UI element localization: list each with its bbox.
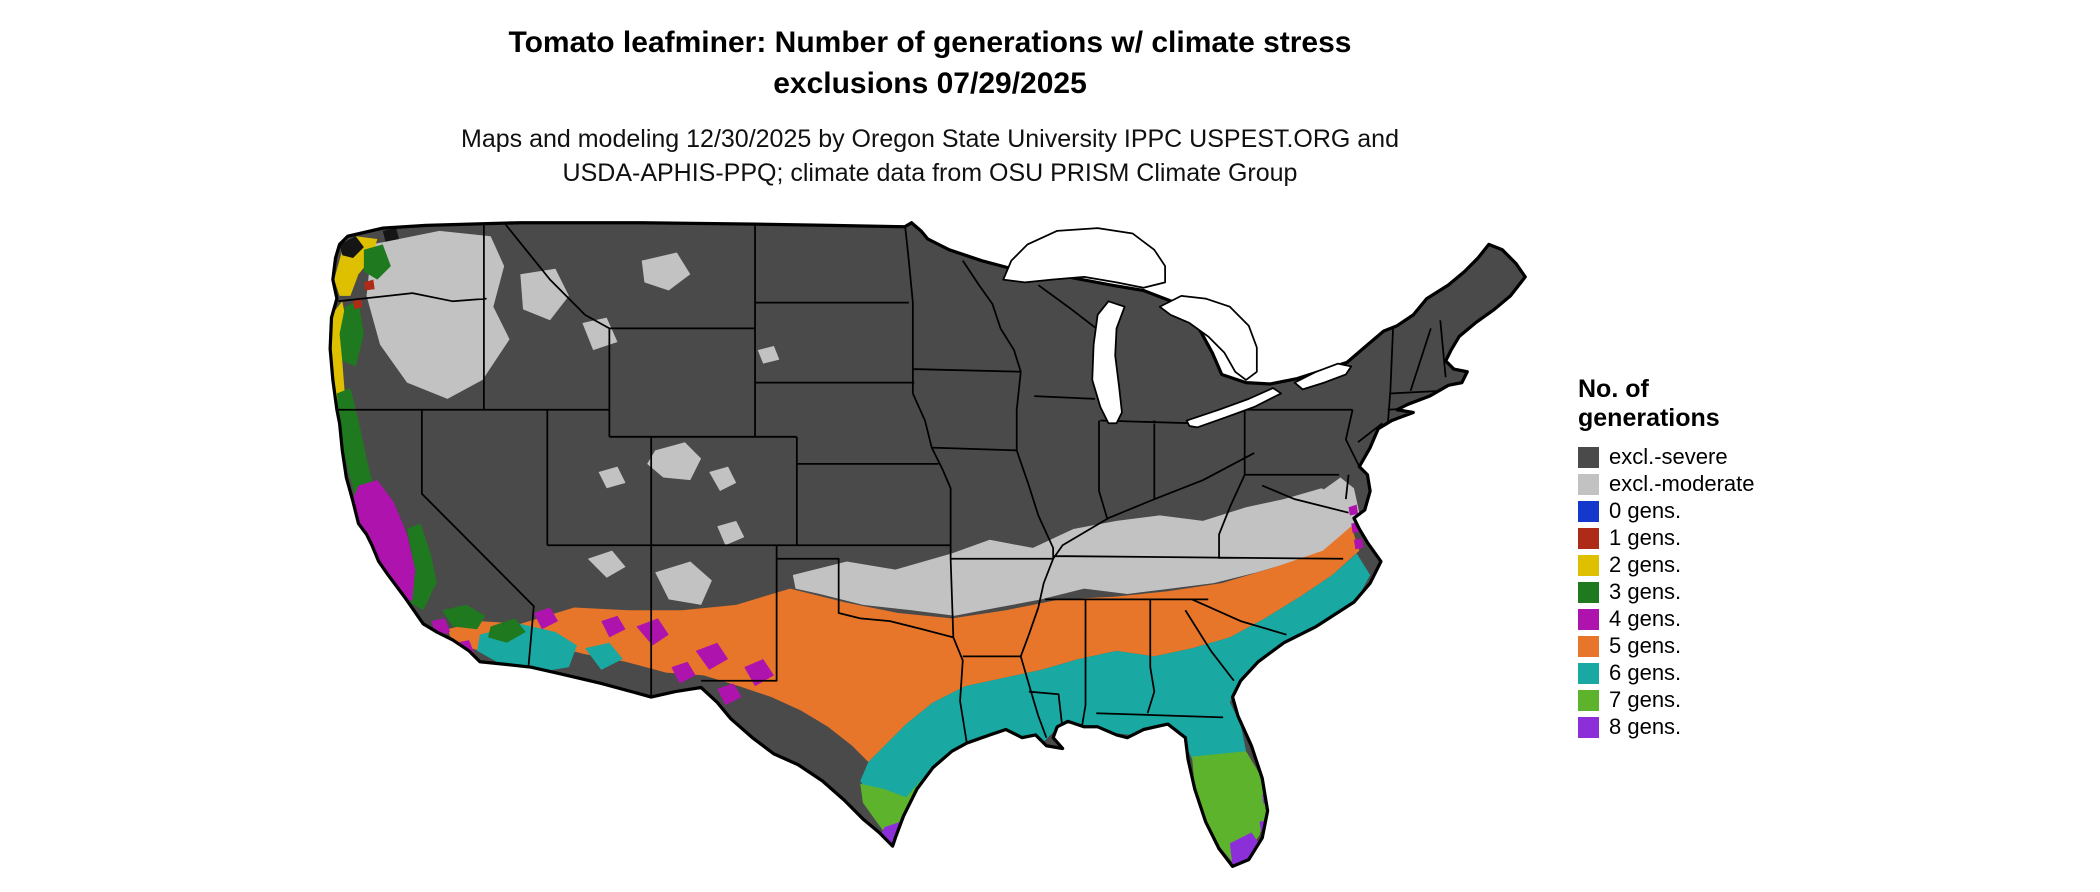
legend-swatch xyxy=(1578,527,1599,549)
legend-label: 1 gens. xyxy=(1609,525,1682,550)
legend-title-line2: generations xyxy=(1578,404,1720,432)
legend-label: 6 gens. xyxy=(1609,660,1682,685)
legend-swatch xyxy=(1578,500,1599,522)
legend-item: 7 gens. xyxy=(1578,689,1878,711)
legend-swatch xyxy=(1578,689,1599,711)
legend-swatch xyxy=(1578,635,1599,657)
legend-swatch xyxy=(1578,446,1599,468)
legend-label: 7 gens. xyxy=(1609,687,1682,712)
lake-huron xyxy=(1158,295,1258,381)
lake-superior xyxy=(1002,227,1166,289)
legend-item: 1 gens. xyxy=(1578,527,1878,549)
map-subtitle: Maps and modeling 12/30/2025 by Oregon S… xyxy=(0,122,1860,190)
legend-item: excl.-moderate xyxy=(1578,473,1878,495)
legend-label: 5 gens. xyxy=(1609,633,1682,658)
map-title-line1: Tomato leafminer: Number of generations … xyxy=(508,26,1352,59)
legend-item: 4 gens. xyxy=(1578,608,1878,630)
legend-swatch xyxy=(1578,473,1599,495)
legend-label: excl.-severe xyxy=(1609,444,1728,469)
legend-item: 5 gens. xyxy=(1578,635,1878,657)
map-layer-1-gens xyxy=(353,279,375,310)
map-clipped-layers xyxy=(330,222,1526,867)
map-layer-5-gens xyxy=(447,526,1360,763)
legend-title-line1: No. of xyxy=(1578,375,1649,403)
us-map-container xyxy=(318,220,1532,884)
legend-swatch xyxy=(1578,581,1599,603)
legend-label: excl.-moderate xyxy=(1609,471,1755,496)
map-layer-no-data xyxy=(339,228,399,258)
legend: No. of generations excl.-severe excl.-mod… xyxy=(1578,375,1878,738)
legend-item: 8 gens. xyxy=(1578,716,1878,738)
legend-item: 0 gens. xyxy=(1578,500,1878,522)
legend-label: 4 gens. xyxy=(1609,606,1682,631)
lake-michigan xyxy=(1091,300,1126,425)
lake-ontario xyxy=(1293,362,1353,391)
legend-label: 3 gens. xyxy=(1609,579,1682,604)
great-lakes xyxy=(1002,227,1353,429)
legend-item: 3 gens. xyxy=(1578,581,1878,603)
map-title-line2: exclusions 07/29/2025 xyxy=(773,67,1087,100)
map-title: Tomato leafminer: Number of generations … xyxy=(0,22,1860,104)
legend-label: 2 gens. xyxy=(1609,552,1682,577)
legend-swatch xyxy=(1578,554,1599,576)
legend-items: excl.-severe excl.-moderate 0 gens. 1 gens.… xyxy=(1578,446,1878,738)
legend-swatch xyxy=(1578,662,1599,684)
legend-label: 0 gens. xyxy=(1609,498,1682,523)
legend-item: 2 gens. xyxy=(1578,554,1878,576)
lake-erie xyxy=(1185,387,1282,429)
map-subtitle-line1: Maps and modeling 12/30/2025 by Oregon S… xyxy=(461,125,1399,153)
state-borders xyxy=(330,222,1447,744)
legend-swatch xyxy=(1578,716,1599,738)
legend-item: excl.-severe xyxy=(1578,446,1878,468)
legend-label: 8 gens. xyxy=(1609,714,1682,739)
map-layer-excl-moderate xyxy=(366,230,1360,616)
legend-swatch xyxy=(1578,608,1599,630)
us-map xyxy=(328,221,1527,869)
map-subtitle-line2: USDA-APHIS-PPQ; climate data from OSU PR… xyxy=(562,159,1298,187)
legend-item: 6 gens. xyxy=(1578,662,1878,684)
legend-title: No. of generations xyxy=(1578,375,1878,433)
